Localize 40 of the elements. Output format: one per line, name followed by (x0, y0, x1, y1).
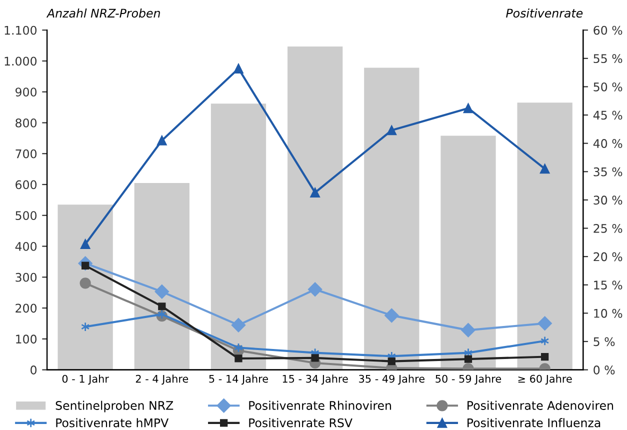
x-tick-label: 5 - 14 Jahre (209, 374, 268, 385)
y2-tick-label: 50 % (594, 82, 622, 92)
y-tick-label: 900 (16, 88, 37, 97)
x-tick-label: 50 - 59 Jahre (436, 374, 502, 385)
legend-label: Positivenrate Adenoviren (468, 400, 614, 410)
legend-label: Positivenrate Rhinoviren (249, 400, 392, 410)
y-tick-label: 100 (16, 334, 37, 344)
legend-label: Positivenrate RSV (249, 418, 352, 428)
x-tick-label: 15 - 34 Jahre (282, 374, 348, 385)
y-tick-label: 1.000 (4, 56, 37, 66)
y-tick-label: 0 (30, 366, 37, 374)
x-tick-label: 2 - 4 Jahre (136, 374, 188, 385)
y2-tick-label: 25 % (594, 224, 622, 233)
y-tick-label: 600 (16, 180, 37, 190)
y2-tick-label: 60 % (594, 26, 622, 35)
y-tick-label: 300 (16, 272, 37, 282)
y2-tick-label: 5 % (594, 337, 615, 346)
y-axis-title: Anzahl NRZ-Proben (46, 8, 160, 18)
y2-tick-label: 35 % (594, 167, 622, 176)
x-tick-label: 0 - 1 Jahr (62, 374, 109, 385)
legend-label: Positivenrate hMPV (56, 418, 169, 428)
y2-axis-title: Positivenrate (506, 8, 583, 18)
y-tick-label: 400 (15, 242, 37, 251)
y2-tick-label: 0 % (594, 366, 615, 374)
y2-tick-label: 55 % (594, 54, 622, 64)
y2-tick-label: 45 % (593, 110, 622, 120)
x-tick-label: 35 - 49 Jahre (359, 374, 424, 385)
y2-tick-label: 30 % (594, 196, 622, 205)
y-tick-label: 200 (16, 304, 37, 313)
y2-tick-label: 40 % (593, 139, 622, 148)
legend-label: Positivenrate Influenza (468, 418, 600, 428)
y2-tick-label: 20 % (594, 252, 622, 262)
y-tick-label: 500 (16, 211, 37, 220)
y-tick-label: 700 (16, 149, 37, 158)
y2-tick-label: 10 % (594, 308, 622, 318)
legend-label: Sentinelproben NRZ (56, 400, 174, 412)
y-tick-label: 1.100 (4, 26, 37, 35)
y-tick-label: 800 (16, 118, 37, 128)
x-tick-label: ≥ 60 Jahre (518, 374, 572, 385)
y2-tick-label: 15 % (594, 280, 622, 290)
